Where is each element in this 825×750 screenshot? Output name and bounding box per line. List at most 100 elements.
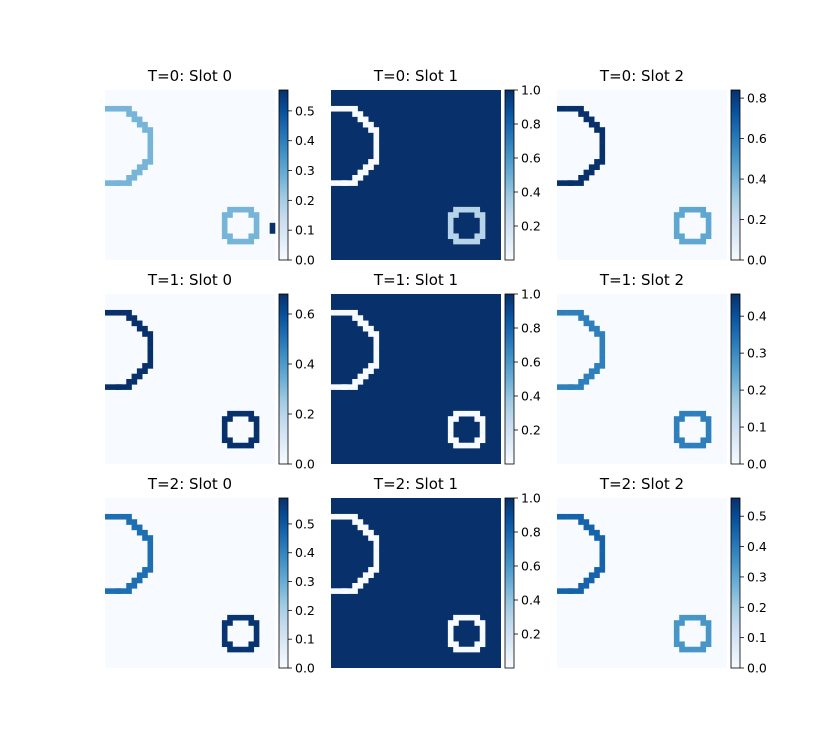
heatmap-cell: [357, 379, 364, 385]
heatmap-cell: [695, 442, 701, 449]
heatmap-cell: [352, 513, 358, 520]
heatmap-cell: [594, 529, 600, 536]
heatmap-cell: [572, 309, 579, 316]
heatmap-cell: [599, 551, 606, 557]
heatmap-cell: [695, 238, 701, 245]
heatmap-cell: [352, 111, 358, 117]
heatmap-cell: [221, 233, 228, 240]
heatmap-cell: [373, 331, 380, 337]
heatmap-cell: [679, 437, 685, 444]
colorbar-gradient: [278, 497, 289, 669]
heatmap-cell: [479, 212, 486, 218]
heatmap-cell: [673, 620, 680, 626]
heatmap-cell: [221, 217, 228, 224]
heatmap-cell: [583, 320, 590, 327]
heatmap-cell: [594, 331, 600, 337]
heatmap-cell: [120, 180, 127, 186]
colorbar-tick-label: 0.2: [521, 219, 541, 234]
heatmap-cell: [221, 432, 228, 438]
heatmap-cell: [136, 320, 143, 327]
colorbar-tick-label: 0.2: [295, 193, 315, 208]
heatmap-cell: [673, 217, 680, 224]
heatmap-cell: [373, 535, 380, 541]
heatmap-cell: [599, 148, 606, 155]
heatmap-cell: [583, 379, 590, 385]
heatmap-cell: [373, 341, 380, 348]
heatmap-cell: [120, 384, 127, 390]
heatmap-panel: T=0: Slot 0 0.0 0.1 0.2 0.3 0.4 0.5: [105, 67, 315, 268]
heatmap-cell: [221, 625, 228, 632]
heatmap-cell: [331, 588, 337, 594]
heatmap-cell: [357, 524, 364, 531]
heatmap-cell: [248, 620, 255, 626]
heatmap-cell: [147, 159, 154, 165]
heatmap-cell: [131, 169, 138, 176]
heatmap-cell: [336, 384, 342, 390]
heatmap-cell: [447, 217, 454, 224]
heatmap-cell: [572, 384, 579, 390]
heatmap-cell: [357, 373, 364, 380]
colorbar-tick-label: 0.3: [295, 163, 315, 178]
heatmap-cell: [557, 309, 563, 316]
heatmap-cell: [479, 421, 486, 428]
heatmap-cell: [578, 175, 584, 181]
heatmap-cell: [142, 572, 148, 578]
heatmap-cell: [362, 572, 369, 578]
heatmap-cell: [588, 164, 595, 170]
colorbar-tick-label: 0.6: [521, 355, 541, 370]
heatmap-cell: [341, 513, 348, 520]
heatmap-cell: [557, 513, 563, 520]
heatmap-cell: [447, 421, 454, 428]
heatmap-cell: [373, 148, 380, 155]
heatmap-cell: [248, 416, 255, 422]
heatmap-cell: [126, 180, 132, 186]
heatmap-cell: [131, 111, 138, 117]
heatmap-panel: T=0: Slot 1 0.2 0.4 0.6 0.8 1.0: [331, 67, 541, 261]
heatmap-cell: [368, 331, 374, 337]
heatmap-panel: T=1: Slot 0 0.0 0.2 0.4 0.6: [105, 271, 315, 472]
heatmap-cell: [700, 646, 707, 653]
heatmap-cell: [599, 556, 606, 563]
heatmap-cell: [447, 636, 454, 642]
heatmap-cell: [373, 567, 380, 573]
heatmap-cell: [578, 588, 584, 594]
colorbar-tick-label: 0.2: [521, 423, 541, 438]
heatmap-cell: [599, 561, 606, 568]
arc-ring-object: [331, 309, 380, 390]
heatmap-cell: [136, 116, 143, 123]
heatmap-cell: [126, 175, 132, 181]
heatmap-cell: [105, 513, 111, 520]
heatmap-cell: [115, 384, 122, 390]
heatmap-cell: [221, 228, 228, 234]
heatmap-cell: [588, 529, 595, 536]
heatmap-cell: [357, 116, 364, 123]
colorbar: 0.2 0.4 0.6 0.8 1.0: [504, 491, 541, 669]
heatmap-cell: [373, 357, 380, 364]
heatmap-cell: [248, 212, 255, 218]
heatmap-cell: [447, 222, 454, 229]
heatmap-cell: [373, 159, 380, 165]
heatmap-cell: [588, 116, 595, 123]
colorbar-tick-label: 0.4: [521, 593, 541, 608]
heatmap-cell: [599, 363, 606, 369]
heatmap-cell: [673, 222, 680, 229]
heatmap-cell: [572, 588, 579, 594]
heatmap-cell: [126, 513, 132, 520]
heatmap-cell: [237, 206, 244, 213]
heatmap-cell: [368, 572, 374, 578]
heatmap-cell: [243, 646, 249, 653]
heatmap-cell: [248, 442, 255, 449]
heatmap-cell: [136, 572, 143, 578]
panel-title: T=1: Slot 1: [373, 271, 458, 289]
heatmap-cell: [463, 614, 470, 621]
heatmap-cell: [336, 309, 342, 316]
heatmap-cell: [673, 630, 680, 637]
heatmap-cell: [126, 379, 132, 385]
heatmap-cell: [705, 217, 712, 224]
heatmap-cell: [147, 363, 154, 369]
heatmap-cell: [695, 206, 701, 213]
heatmap-cell: [700, 416, 707, 422]
heatmap-cell: [673, 233, 680, 240]
heatmap-cell: [110, 105, 116, 112]
